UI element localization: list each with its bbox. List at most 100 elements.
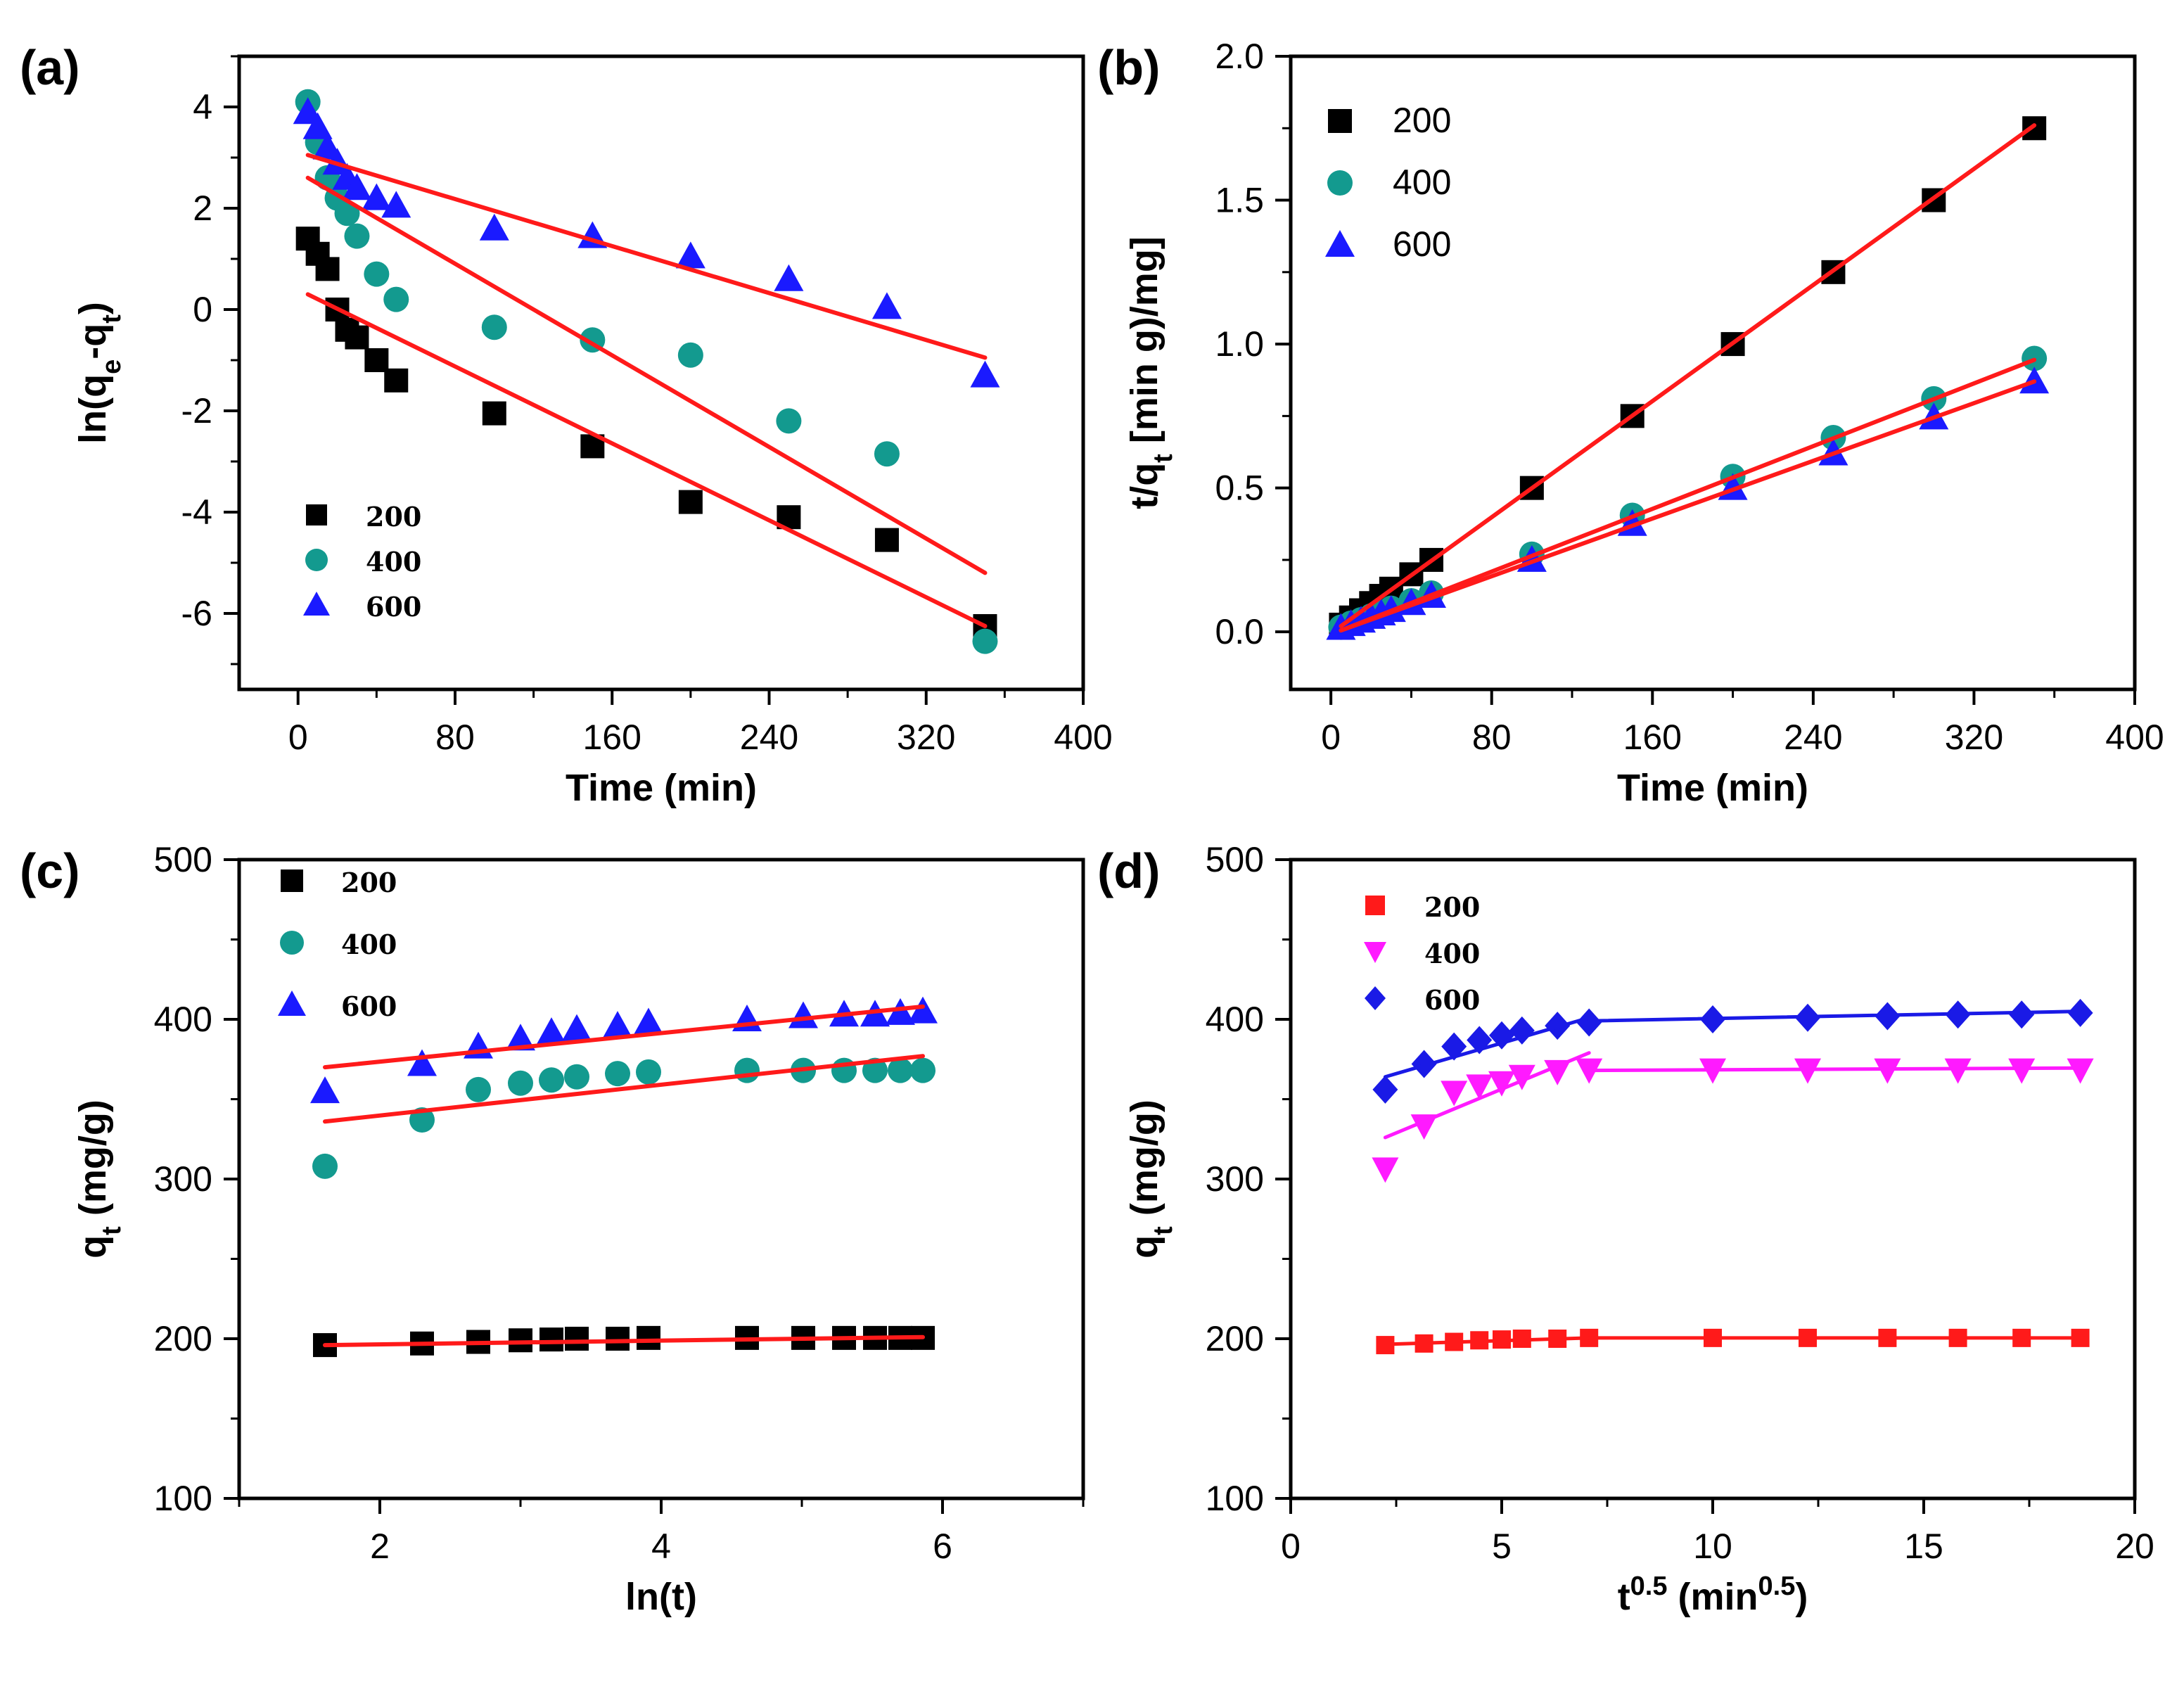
fit-segment-200 <box>1383 1336 1591 1346</box>
x-tick-label: 240 <box>740 718 798 757</box>
y-tick-label: 300 <box>1206 1159 1264 1199</box>
point-600 <box>774 264 804 291</box>
point-400 <box>677 342 703 368</box>
point-600 <box>479 213 509 241</box>
y-tick-label: 0 <box>193 290 212 329</box>
point-400 <box>344 223 370 249</box>
y-tick-label: 1.5 <box>1215 181 1264 220</box>
point-400 <box>1874 1058 1901 1084</box>
point-400 <box>334 200 360 227</box>
point-600 <box>342 173 372 200</box>
point-600 <box>788 1001 818 1028</box>
legend-label-600: 600 <box>341 990 397 1022</box>
legend-label-600: 600 <box>1393 224 1451 264</box>
legend-marker-400 <box>305 549 328 571</box>
y-tick-label: 200 <box>154 1319 212 1358</box>
legend-marker-600 <box>1325 230 1355 257</box>
plot-frame <box>1289 858 2137 1501</box>
fit-line-400 <box>305 175 988 575</box>
legend-label-600: 600 <box>1424 984 1480 1016</box>
point-600 <box>970 360 1000 388</box>
x-tick-label: 240 <box>1784 718 1842 757</box>
fit-segment-600 <box>1587 1009 2083 1023</box>
point-400 <box>1544 1059 1571 1085</box>
point-400 <box>888 1057 913 1083</box>
point-600 <box>310 1076 340 1104</box>
point-600 <box>871 292 902 319</box>
y-axis-label: qt (mg/g) <box>72 1100 127 1259</box>
legend-marker-400 <box>1364 942 1386 963</box>
fit-line-600 <box>305 153 988 360</box>
point-400 <box>1466 1074 1493 1100</box>
point-200 <box>345 325 369 350</box>
panel-c: (c) 2 4 6 100 200 300 400 500 ln(t) qt (mg/g) 200 40… <box>20 840 1085 1618</box>
point-200 <box>539 1327 563 1352</box>
point-200 <box>315 257 340 281</box>
point-200 <box>874 528 899 552</box>
legend: 200 400 600 <box>303 501 421 623</box>
point-400 <box>874 441 900 467</box>
point-400 <box>1488 1071 1515 1097</box>
fit-line-600 <box>323 1004 925 1070</box>
point-400 <box>383 286 409 312</box>
y-tick-label: 2 <box>193 189 212 228</box>
legend-marker-600 <box>303 592 330 616</box>
point-600 <box>407 1049 437 1076</box>
point-200 <box>678 490 703 514</box>
point-400 <box>508 1070 533 1096</box>
x-tick-label: 20 <box>2115 1527 2154 1566</box>
fit-line-200 <box>1339 123 2037 628</box>
point-600 <box>537 1017 566 1045</box>
point-200 <box>2022 116 2047 141</box>
legend-marker-400 <box>280 931 304 955</box>
x-tick-label: 0 <box>1321 718 1341 757</box>
legend-label-600: 600 <box>366 591 421 623</box>
x-tick-label: 80 <box>435 718 475 757</box>
point-400 <box>481 314 507 340</box>
point-400 <box>564 1064 589 1090</box>
point-400 <box>972 628 998 654</box>
x-axis-label: ln(t) <box>625 1576 697 1618</box>
panel-b: (b) 0 80 160 240 320 400 0.0 0.5 1.0 1.5 2.0 Time (m… <box>1097 37 2164 809</box>
data-layer <box>1326 116 2050 640</box>
fit-line-400 <box>323 1054 925 1124</box>
x-axis-label: Time (min) <box>566 767 757 809</box>
y-tick-label: 500 <box>1206 840 1264 879</box>
fit-line-400 <box>1339 357 2037 633</box>
legend-marker-200 <box>306 504 327 525</box>
y-tick-label: 500 <box>154 840 212 879</box>
legend-marker-400 <box>1327 170 1353 196</box>
legend-marker-600 <box>1365 986 1386 1010</box>
legend-label-200: 200 <box>341 867 397 898</box>
point-400 <box>605 1061 630 1087</box>
point-200 <box>364 348 389 372</box>
point-400 <box>636 1059 661 1085</box>
point-600 <box>381 191 411 218</box>
y-axis-label: ln(qe-qt) <box>72 302 127 444</box>
x-tick-label: 0 <box>288 718 308 757</box>
y-tick-label: 400 <box>1206 1000 1264 1039</box>
y-tick-label: 400 <box>154 1000 212 1039</box>
panel-label: (b) <box>1097 40 1160 95</box>
x-tick-label: 10 <box>1693 1527 1732 1566</box>
point-600 <box>2009 1000 2035 1029</box>
fit-segment-400 <box>1587 1066 2083 1073</box>
point-200 <box>606 1327 630 1351</box>
panel-label: (a) <box>20 40 80 95</box>
panel-label: (c) <box>20 843 80 898</box>
x-tick-label: 320 <box>1945 718 2003 757</box>
legend: 200 400 600 <box>1364 891 1480 1016</box>
y-tick-label: 300 <box>154 1159 212 1199</box>
fit-segment-400 <box>1383 1051 1591 1140</box>
point-400 <box>2008 1058 2036 1084</box>
y-axis-label: t/qt [min g)/mg] <box>1123 236 1178 509</box>
point-600 <box>302 112 333 139</box>
point-400 <box>539 1067 564 1093</box>
point-400 <box>1944 1058 1972 1084</box>
point-400 <box>831 1057 857 1083</box>
y-tick-label: -6 <box>181 594 212 633</box>
fit-line-200 <box>323 1334 925 1348</box>
legend-marker-200 <box>1328 109 1352 133</box>
y-tick-label: 200 <box>1206 1319 1264 1358</box>
point-400 <box>1372 1157 1399 1183</box>
